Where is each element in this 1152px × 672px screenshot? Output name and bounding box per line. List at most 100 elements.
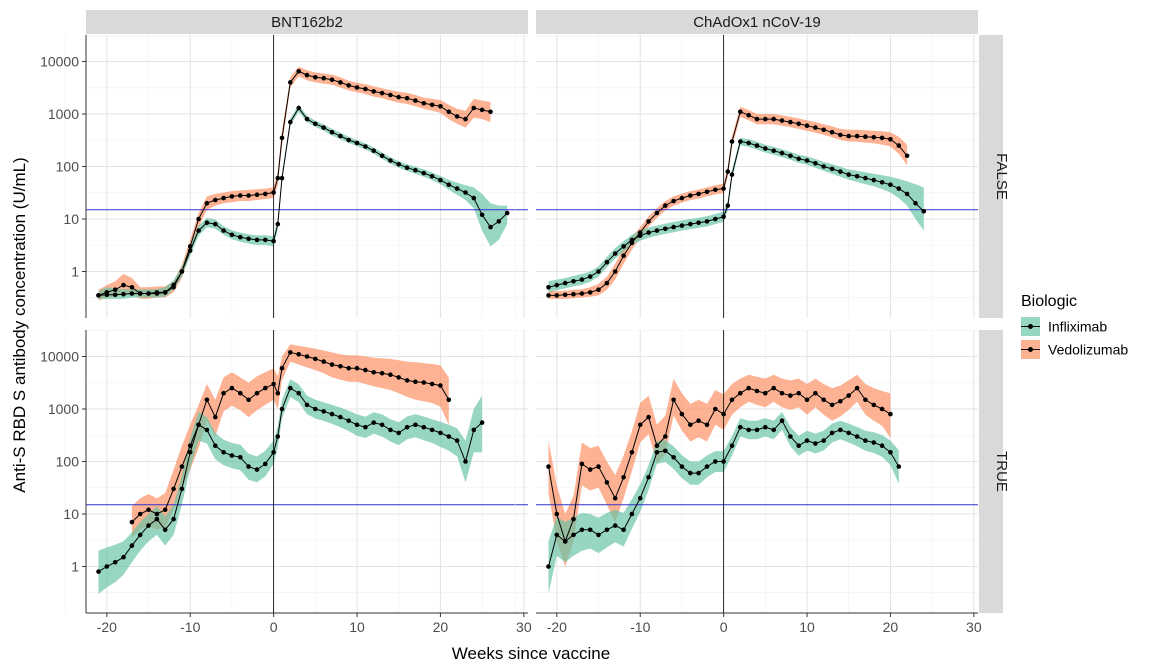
data-point <box>346 137 352 143</box>
data-point <box>704 422 710 428</box>
data-point <box>179 486 185 492</box>
data-point <box>404 378 410 383</box>
data-point <box>162 527 168 533</box>
data-point <box>396 94 402 100</box>
x-tick-label: 20 <box>433 619 449 635</box>
data-point <box>213 221 218 227</box>
data-point <box>363 367 368 373</box>
data-point <box>263 385 268 391</box>
data-point <box>112 560 118 565</box>
data-point <box>637 495 643 501</box>
data-point <box>329 411 335 417</box>
data-point <box>388 92 393 98</box>
data-point <box>271 450 276 455</box>
data-point <box>546 464 551 469</box>
data-point <box>813 161 818 166</box>
data-point <box>288 350 293 355</box>
data-point <box>354 85 360 90</box>
data-point <box>746 112 751 118</box>
data-point <box>788 119 793 125</box>
data-point <box>329 77 335 82</box>
data-point <box>196 228 201 233</box>
data-point <box>846 393 851 398</box>
data-point <box>379 370 385 376</box>
data-point <box>879 180 885 185</box>
data-point <box>271 190 276 195</box>
data-point <box>321 125 327 130</box>
data-point <box>275 221 281 227</box>
data-point <box>863 175 868 181</box>
data-point <box>404 165 410 170</box>
data-point <box>479 420 485 425</box>
data-point <box>679 464 685 469</box>
data-point <box>338 80 343 85</box>
data-point <box>888 182 893 187</box>
data-point <box>313 121 318 127</box>
data-point <box>321 75 327 81</box>
data-point <box>829 129 835 135</box>
y-tick-label: 1 <box>71 263 79 279</box>
data-point <box>379 422 385 428</box>
data-point <box>554 293 560 298</box>
data-point <box>679 411 685 417</box>
data-point <box>463 116 468 122</box>
x-tick-label: 0 <box>270 619 278 635</box>
data-point <box>838 169 843 174</box>
data-point <box>479 107 485 113</box>
data-point <box>604 527 610 533</box>
data-point <box>663 203 668 208</box>
data-point <box>296 69 302 74</box>
data-point <box>354 140 360 146</box>
data-point <box>363 86 368 92</box>
data-point <box>388 372 393 378</box>
data-point <box>721 459 726 464</box>
ribbon-infliximab <box>548 411 899 594</box>
data-point <box>379 153 385 159</box>
data-point <box>871 440 877 445</box>
data-point <box>663 434 668 439</box>
data-point <box>738 109 743 115</box>
y-axis-layer: 1 10 100 1000 10000 1 10 100 1000 10000 <box>40 35 87 613</box>
data-point <box>254 390 260 396</box>
y-tick-label: 10000 <box>40 54 79 70</box>
data-point <box>629 511 635 517</box>
y-tick-label: 1 <box>71 558 79 574</box>
data-point <box>346 365 352 371</box>
data-point <box>129 285 135 290</box>
data-point <box>612 269 618 274</box>
data-point <box>371 420 377 425</box>
data-point <box>854 174 860 179</box>
panel-data <box>536 35 978 318</box>
data-point <box>438 383 443 388</box>
data-point <box>813 390 818 396</box>
y-tick-label: 100 <box>56 454 80 470</box>
x-tick-label: -20 <box>547 619 567 635</box>
data-point <box>554 532 560 538</box>
data-point <box>229 232 235 238</box>
data-point <box>829 166 835 172</box>
data-point <box>596 269 601 274</box>
data-point <box>788 393 793 398</box>
data-point <box>896 186 902 191</box>
data-point <box>396 430 402 436</box>
data-point <box>821 164 826 169</box>
data-point <box>171 516 176 522</box>
data-point <box>162 507 168 513</box>
data-point <box>479 212 485 218</box>
data-point <box>579 461 585 467</box>
data-point <box>96 569 101 574</box>
data-point <box>571 516 576 522</box>
legend-entries: Infliximab Vedolizumab <box>1021 317 1128 359</box>
data-point <box>429 381 435 387</box>
data-point <box>621 475 626 480</box>
x-tick-label: 10 <box>799 619 815 635</box>
data-point <box>879 443 885 449</box>
data-point <box>637 422 643 428</box>
data-point <box>96 293 101 298</box>
data-point <box>579 291 585 296</box>
data-point <box>346 83 352 88</box>
panel-background <box>536 35 978 318</box>
data-point <box>329 129 335 135</box>
data-point <box>604 259 610 265</box>
row-strip-bg <box>979 35 1003 318</box>
